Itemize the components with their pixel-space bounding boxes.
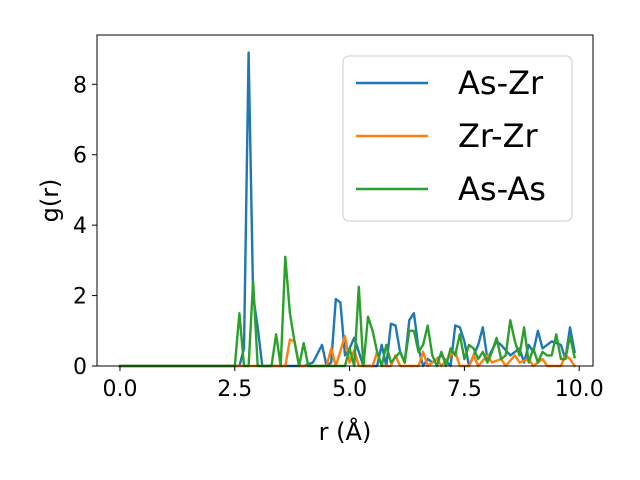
x-tick-label: 0.0: [102, 377, 137, 402]
y-tick-label: 4: [73, 214, 87, 239]
x-axis-label: r (Å): [319, 417, 372, 446]
x-tick-label: 5.0: [332, 377, 367, 402]
y-tick-label: 0: [73, 355, 87, 380]
y-axis-label: g(r): [36, 179, 64, 223]
legend: As-Zr Zr-Zr As-As: [342, 55, 573, 222]
legend-label-as-zr: As-Zr: [458, 64, 544, 102]
series-line-as-as: [118, 255, 577, 368]
y-tick-label: 8: [73, 73, 87, 98]
y-tick-label: 2: [73, 285, 87, 310]
plot-frame: [96, 34, 594, 367]
x-tick-label: 10.0: [555, 377, 604, 402]
y-tick-label: 6: [73, 144, 87, 169]
legend-box: [342, 55, 573, 222]
x-tick-label: 7.5: [447, 377, 482, 402]
legend-label-as-as: As-As: [458, 170, 546, 208]
legend-label-zr-zr: Zr-Zr: [458, 117, 539, 155]
x-tick-label: 2.5: [217, 377, 252, 402]
y-axis-ticks: 0 2 4 6 8: [73, 73, 97, 380]
x-axis-ticks: 0.0 2.5 5.0 7.5 10.0: [102, 366, 604, 402]
